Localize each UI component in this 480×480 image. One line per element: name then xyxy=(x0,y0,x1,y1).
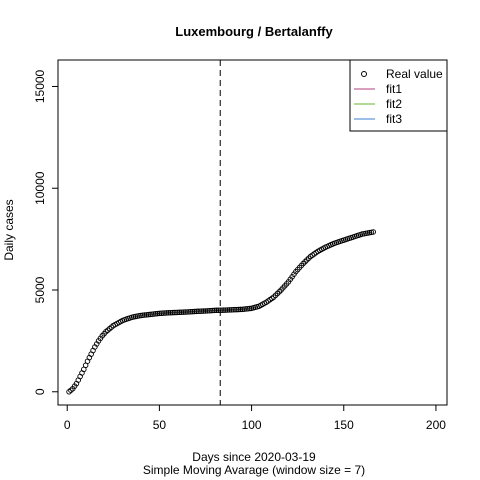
data-point xyxy=(241,306,247,312)
data-point xyxy=(215,307,222,314)
data-point xyxy=(143,312,150,318)
data-point xyxy=(197,308,203,314)
data-point xyxy=(162,310,168,316)
data-point xyxy=(141,312,148,318)
data-point xyxy=(237,306,244,313)
data-point xyxy=(156,310,163,317)
data-point xyxy=(370,229,377,235)
data-point xyxy=(191,308,198,315)
data-point xyxy=(152,311,159,317)
data-point xyxy=(224,307,231,313)
data-point xyxy=(186,309,192,315)
data-point xyxy=(213,307,220,314)
y-tick-label: 0 xyxy=(33,388,47,395)
data-point xyxy=(147,311,153,318)
data-point xyxy=(223,307,229,313)
data-point xyxy=(221,307,227,313)
data-point xyxy=(189,308,196,315)
x-tick-label: 200 xyxy=(426,418,446,432)
legend-label: Real value xyxy=(386,67,443,81)
data-point xyxy=(217,307,223,313)
data-point xyxy=(164,310,170,316)
data-point xyxy=(171,309,177,316)
data-point xyxy=(151,311,157,317)
data-point xyxy=(167,309,174,316)
data-point xyxy=(182,309,188,315)
data-point xyxy=(211,307,218,314)
x-tick-label: 150 xyxy=(334,418,354,432)
legend-label: fit1 xyxy=(386,82,402,96)
x-tick-label: 0 xyxy=(64,418,71,432)
data-point xyxy=(180,309,187,315)
data-point xyxy=(173,309,179,316)
data-point xyxy=(165,310,172,316)
x-axis-label: Days since 2020-03-19 xyxy=(192,450,316,464)
data-point xyxy=(210,307,216,314)
data-point xyxy=(228,307,235,313)
legend-marker xyxy=(361,71,367,77)
data-point xyxy=(138,312,144,319)
plot-frame xyxy=(57,59,448,406)
data-point xyxy=(230,306,236,313)
data-point xyxy=(200,308,207,314)
data-point xyxy=(232,306,238,313)
data-point xyxy=(149,311,155,317)
y-tick-label: 15000 xyxy=(33,69,47,103)
x-tick-label: 50 xyxy=(153,418,167,432)
legend-label: fit3 xyxy=(386,112,402,126)
y-axis-label: Daily cases xyxy=(2,199,16,260)
data-point xyxy=(158,310,164,317)
data-point xyxy=(178,309,185,315)
data-point xyxy=(175,309,181,316)
data-point xyxy=(246,305,253,312)
data-point xyxy=(235,306,242,313)
y-tick-label: 5000 xyxy=(33,276,47,303)
data-point xyxy=(160,310,166,316)
data-points xyxy=(66,229,377,395)
data-point xyxy=(195,308,201,315)
data-point xyxy=(245,305,251,312)
y-axis: 0 5000 10000 15000 xyxy=(33,69,58,395)
x-axis: 0 50 100 150 200 xyxy=(64,405,446,432)
legend-label: fit2 xyxy=(386,97,402,111)
data-point xyxy=(234,306,240,313)
data-point xyxy=(243,306,249,312)
data-point xyxy=(202,308,209,314)
x-tick-label: 100 xyxy=(242,418,262,432)
data-point xyxy=(204,308,211,314)
data-point xyxy=(140,312,146,318)
data-point xyxy=(187,308,194,315)
data-point xyxy=(239,306,246,313)
chart-subtitle: Simple Moving Avarage (window size = 7) xyxy=(143,463,365,477)
y-tick-label: 10000 xyxy=(33,171,47,205)
data-point xyxy=(208,307,214,314)
data-point xyxy=(206,307,212,314)
data-point xyxy=(176,309,183,316)
data-point xyxy=(193,308,200,315)
data-point xyxy=(145,311,152,318)
data-point xyxy=(169,309,176,316)
data-point xyxy=(184,309,190,315)
data-point xyxy=(219,307,225,313)
chart-title: Luxembourg / Bertalanffy xyxy=(175,24,333,39)
data-point xyxy=(154,310,161,317)
data-point xyxy=(226,307,233,313)
data-point xyxy=(199,308,205,314)
